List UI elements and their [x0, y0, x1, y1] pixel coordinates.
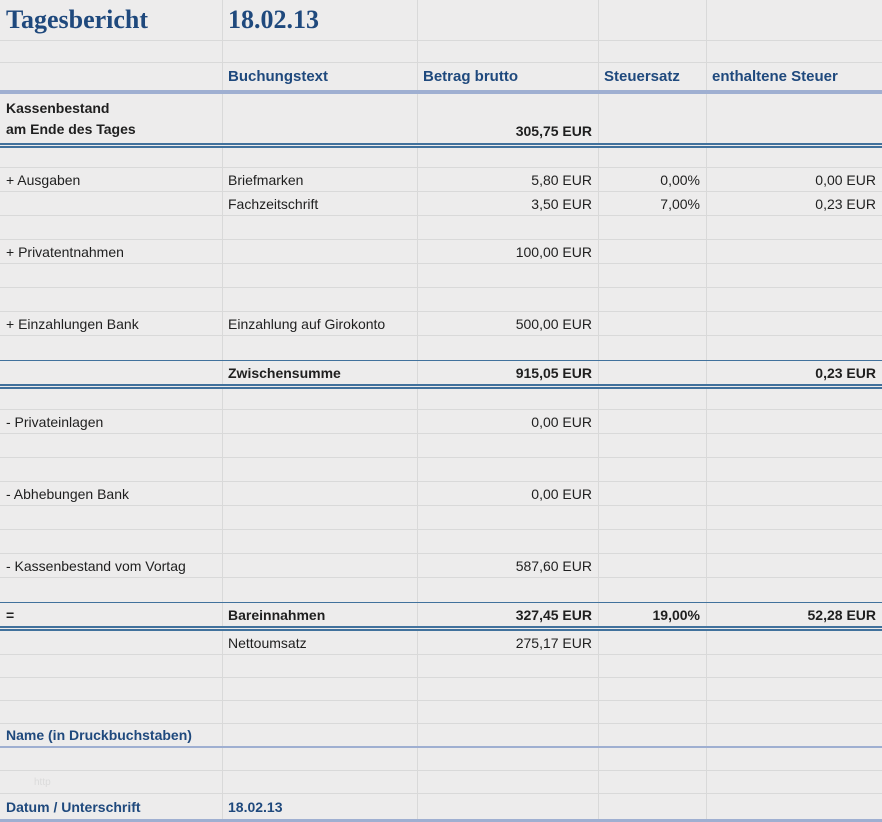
report-title: Tagesbericht: [6, 5, 149, 34]
row-name-signature: Name (in Druckbuchstaben): [0, 724, 882, 748]
steuer-value: 0,00 EUR: [815, 171, 876, 188]
row-ausgaben-briefmarken: + Ausgaben Briefmarken 5,80 EUR 0,00% 0,…: [0, 168, 882, 192]
betrag-value: 915,05 EUR: [515, 364, 592, 381]
report-date: 18.02.13: [228, 5, 319, 34]
col-header-enthaltene-steuer: enthaltene Steuer: [712, 68, 838, 85]
empty-row: [0, 288, 882, 312]
datum-label: Datum / Unterschrift: [6, 798, 141, 815]
empty-row: [0, 748, 882, 771]
watermark-text: http: [34, 776, 51, 788]
empty-cell: [0, 63, 222, 90]
empty-row: [0, 655, 882, 678]
betrag-value: 500,00 EUR: [515, 315, 592, 332]
buchungstext-value: Briefmarken: [228, 171, 304, 188]
row-datum-unterschrift: Datum / Unterschrift 18.02.13: [0, 794, 882, 822]
buchungstext-value: Fachzeitschrift: [228, 195, 319, 212]
betrag-value: 100,00 EUR: [515, 243, 592, 260]
row-bareinnahmen: = Bareinnahmen 327,45 EUR 19,00% 52,28 E…: [0, 603, 882, 631]
steuersatz-value: 7,00%: [660, 195, 700, 212]
empty-cell: [222, 94, 417, 143]
empty-row: [0, 336, 882, 361]
buchungstext-value: Bareinnahmen: [228, 606, 326, 623]
row-privatentnahmen: + Privatentnahmen 100,00 EUR: [0, 240, 882, 264]
steuersatz-value: 19,00%: [652, 606, 700, 623]
title-row: Tagesbericht 18.02.13: [0, 0, 882, 41]
empty-row: [0, 216, 882, 240]
steuer-value: 0,23 EUR: [815, 195, 876, 212]
empty-row: [0, 578, 882, 603]
empty-cell: [0, 631, 222, 654]
buchungstext-value: Einzahlung auf Girokonto: [228, 315, 386, 332]
empty-row: [0, 148, 882, 168]
kassenbestand-line2: am Ende des Tages: [6, 120, 136, 137]
betrag-value: 0,00 EUR: [531, 485, 592, 502]
empty-row: [0, 264, 882, 288]
steuersatz-value: 0,00%: [660, 171, 700, 188]
empty-row: [0, 41, 882, 63]
row-kassenbestand-vortag: - Kassenbestand vom Vortag 587,60 EUR: [0, 554, 882, 578]
betrag-value: 305,75 EUR: [515, 123, 592, 139]
row-label: - Abhebungen Bank: [6, 485, 129, 502]
empty-cell: [598, 361, 706, 384]
kassenbestand-line1: Kassenbestand: [6, 99, 110, 116]
watermark-row: http: [0, 771, 882, 794]
row-label: - Kassenbestand vom Vortag: [6, 557, 186, 574]
steuer-value: 0,23 EUR: [815, 364, 876, 381]
betrag-value: 587,60 EUR: [515, 557, 592, 574]
steuer-value: 52,28 EUR: [807, 606, 876, 623]
empty-row: [0, 701, 882, 724]
betrag-value: 275,17 EUR: [515, 634, 592, 651]
row-label: - Privateinlagen: [6, 413, 104, 430]
empty-row: [0, 434, 882, 458]
datum-value: 18.02.13: [228, 798, 283, 815]
column-header-row: Buchungstext Betrag brutto Steuersatz en…: [0, 63, 882, 94]
row-label: + Privatentnahmen: [6, 243, 124, 260]
empty-row: [0, 506, 882, 530]
row-abhebungen-bank: - Abhebungen Bank 0,00 EUR: [0, 482, 882, 506]
empty-cell: [0, 192, 222, 215]
empty-cell: [222, 410, 417, 433]
empty-cell: [222, 240, 417, 263]
row-nettoumsatz: Nettoumsatz 275,17 EUR: [0, 631, 882, 655]
row-einzahlungen-bank: + Einzahlungen Bank Einzahlung auf Girok…: [0, 312, 882, 336]
name-label: Name (in Druckbuchstaben): [6, 727, 192, 743]
row-kassenbestand: Kassenbestand am Ende des Tages 305,75 E…: [0, 94, 882, 148]
betrag-value: 327,45 EUR: [515, 606, 592, 623]
empty-row: [0, 678, 882, 701]
col-header-betrag-brutto: Betrag brutto: [423, 68, 518, 85]
row-zwischensumme: Zwischensumme 915,05 EUR 0,23 EUR: [0, 361, 882, 389]
col-header-buchungstext: Buchungstext: [228, 68, 329, 85]
betrag-value: 5,80 EUR: [531, 171, 592, 188]
buchungstext-value: Nettoumsatz: [228, 634, 307, 651]
row-ausgaben-fachzeitschrift: Fachzeitschrift 3,50 EUR 7,00% 0,23 EUR: [0, 192, 882, 216]
row-label: =: [6, 606, 15, 623]
row-label: + Ausgaben: [6, 171, 81, 188]
empty-cell: [0, 361, 222, 384]
empty-row: [0, 530, 882, 554]
empty-cell: [222, 482, 417, 505]
betrag-value: 0,00 EUR: [531, 413, 592, 430]
row-privateinlagen: - Privateinlagen 0,00 EUR: [0, 410, 882, 434]
empty-row: [0, 389, 882, 410]
col-header-steuersatz: Steuersatz: [604, 68, 680, 85]
empty-row: [0, 458, 882, 482]
buchungstext-value: Zwischensumme: [228, 364, 341, 381]
row-label: + Einzahlungen Bank: [6, 315, 139, 332]
row-label: Kassenbestand am Ende des Tages: [0, 94, 222, 143]
empty-cell: [222, 554, 417, 577]
betrag-value: 3,50 EUR: [531, 195, 592, 212]
